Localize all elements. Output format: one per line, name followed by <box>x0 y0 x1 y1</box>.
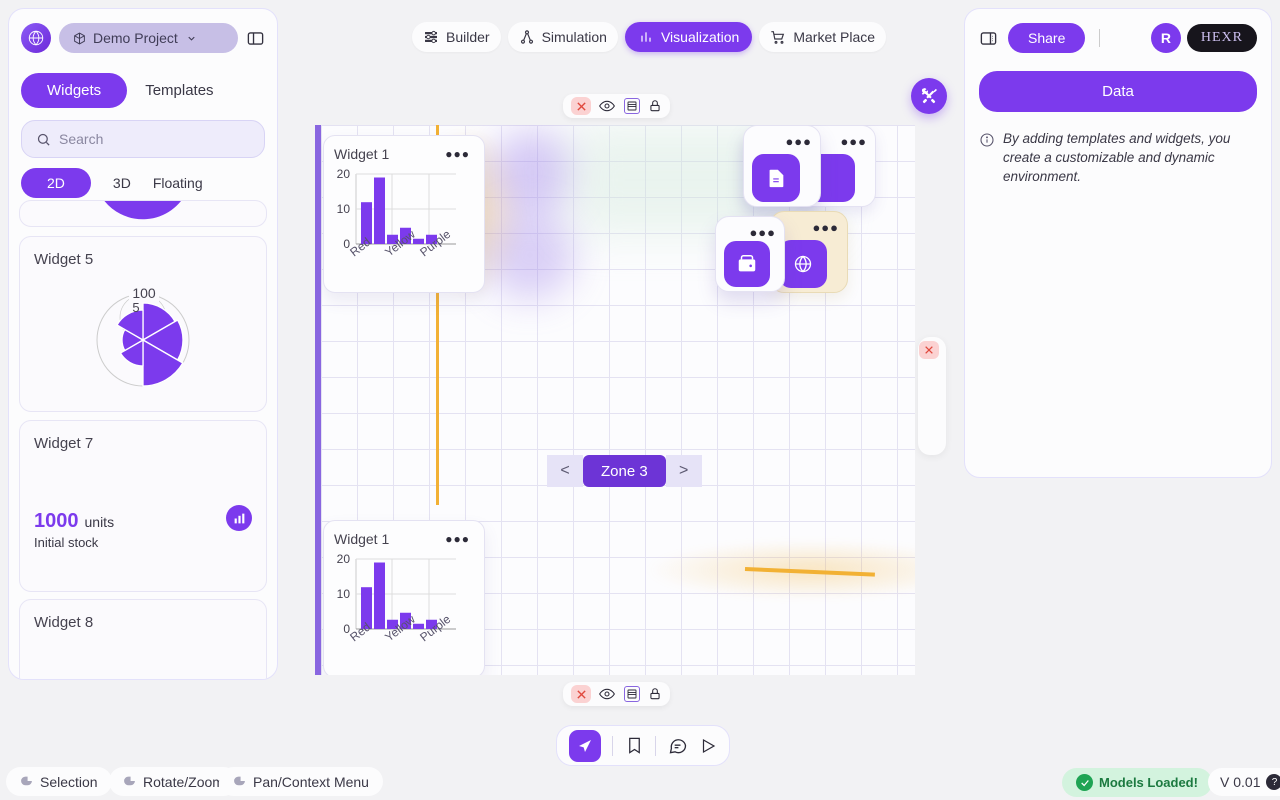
svg-text:5: 5 <box>132 300 139 315</box>
svg-text:100: 100 <box>132 285 156 301</box>
svg-text:10: 10 <box>337 587 351 601</box>
svg-text:20: 20 <box>337 167 351 181</box>
svg-text:Purple: Purple <box>417 227 453 260</box>
svg-text:10: 10 <box>337 202 351 216</box>
svg-text:Purple: Purple <box>417 612 453 645</box>
svg-text:20: 20 <box>337 552 351 566</box>
